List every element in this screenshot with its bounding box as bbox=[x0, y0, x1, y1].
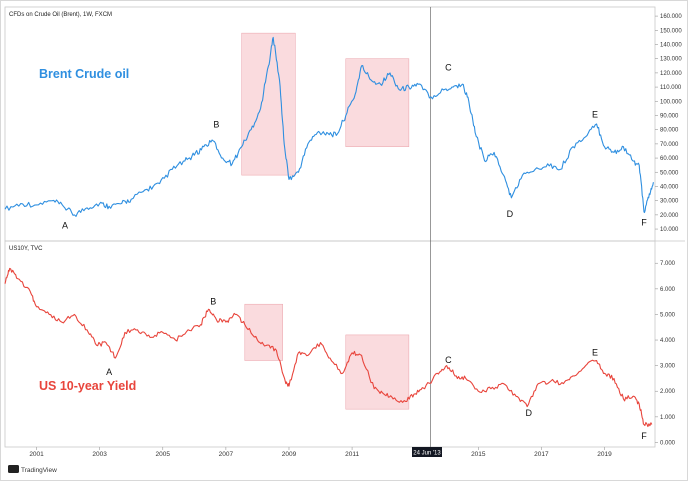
y-tick-label: 120.000 bbox=[660, 71, 682, 77]
tradingview-brand-text: TradingView bbox=[21, 467, 57, 474]
top-panel[interactable] bbox=[4, 6, 656, 242]
y-tick-label: 6.000 bbox=[660, 287, 676, 293]
bottom-panel[interactable] bbox=[4, 240, 656, 448]
y-tick-label: 150.000 bbox=[660, 28, 682, 34]
x-tick-label: 2019 bbox=[597, 451, 612, 458]
tradingview-logo[interactable]: TradingView bbox=[8, 465, 57, 474]
point-label-a: A bbox=[62, 220, 68, 230]
point-label-c: C bbox=[445, 63, 452, 73]
y-tick-label: 0.000 bbox=[660, 440, 676, 446]
highlight-box bbox=[345, 334, 410, 410]
yield-line bbox=[4, 267, 653, 428]
y-tick-label: 4.000 bbox=[660, 338, 676, 344]
oil-price-line bbox=[4, 36, 654, 217]
x-tick-label: 2015 bbox=[471, 451, 486, 458]
x-tick-label: 2011 bbox=[345, 451, 359, 458]
point-label-f: F bbox=[641, 217, 647, 227]
y-tick-label: 1.000 bbox=[660, 415, 676, 421]
bottom-panel-title: US10Y, TVC bbox=[9, 246, 43, 252]
point-label-d: D bbox=[526, 408, 533, 418]
y-tick-label: 40.000 bbox=[660, 184, 679, 190]
point-label-a: A bbox=[106, 367, 112, 377]
x-tick-label: 2007 bbox=[219, 451, 234, 458]
y-tick-label: 110.000 bbox=[660, 85, 682, 91]
crosshair-date-badge bbox=[412, 447, 442, 457]
y-tick-label: 90.000 bbox=[660, 113, 679, 119]
y-tick-label: 2.000 bbox=[660, 389, 676, 395]
series-layer bbox=[4, 36, 654, 428]
point-label-b: B bbox=[213, 120, 219, 130]
point-label-f: F bbox=[641, 431, 647, 441]
oil-series-label: Brent Crude oil bbox=[39, 67, 129, 81]
y-tick-label: 160.000 bbox=[660, 14, 682, 20]
y-tick-label: 7.000 bbox=[660, 261, 676, 267]
point-label-b: B bbox=[210, 296, 216, 306]
point-label-c: C bbox=[445, 355, 452, 365]
y-tick-label: 70.000 bbox=[660, 142, 679, 148]
highlight-box bbox=[241, 32, 296, 176]
point-label-d: D bbox=[507, 209, 514, 219]
y-tick-label: 20.000 bbox=[660, 213, 679, 219]
highlight-layer bbox=[241, 32, 410, 410]
x-tick-label: 2003 bbox=[92, 451, 107, 458]
point-label-e: E bbox=[592, 348, 598, 358]
y-tick-label: 80.000 bbox=[660, 128, 679, 134]
x-tick-label: 2005 bbox=[156, 451, 171, 458]
yield-series-label: US 10-year Yield bbox=[39, 379, 136, 393]
y-tick-label: 140.000 bbox=[660, 42, 682, 48]
y-tick-label: 30.000 bbox=[660, 199, 679, 205]
y-tick-label: 5.000 bbox=[660, 312, 676, 318]
x-tick-label: 2001 bbox=[29, 451, 44, 458]
annotation-layer: A B C D E F A B C D E F bbox=[62, 63, 647, 441]
point-label-e: E bbox=[592, 110, 598, 120]
y-tick-label: 100.000 bbox=[660, 99, 682, 105]
top-panel-title: CFDs on Crude Oil (Brent), 1W, FXCM bbox=[9, 12, 112, 18]
y-tick-label: 130.000 bbox=[660, 57, 682, 63]
x-tick-label: 2017 bbox=[534, 451, 549, 458]
y-tick-label: 50.000 bbox=[660, 170, 679, 176]
y-tick-label: 10.000 bbox=[660, 227, 679, 233]
y-tick-label: 3.000 bbox=[660, 364, 676, 370]
y-tick-label: 60.000 bbox=[660, 156, 679, 162]
tradingview-icon bbox=[8, 465, 19, 473]
x-tick-label: 2009 bbox=[282, 451, 297, 458]
crosshair-date-label: 24 Jun '13 bbox=[413, 451, 441, 457]
axis-layer: 10.000 20.000 30.000 40.000 50.000 60.000 70.0… bbox=[29, 14, 682, 458]
highlight-box bbox=[345, 58, 410, 147]
